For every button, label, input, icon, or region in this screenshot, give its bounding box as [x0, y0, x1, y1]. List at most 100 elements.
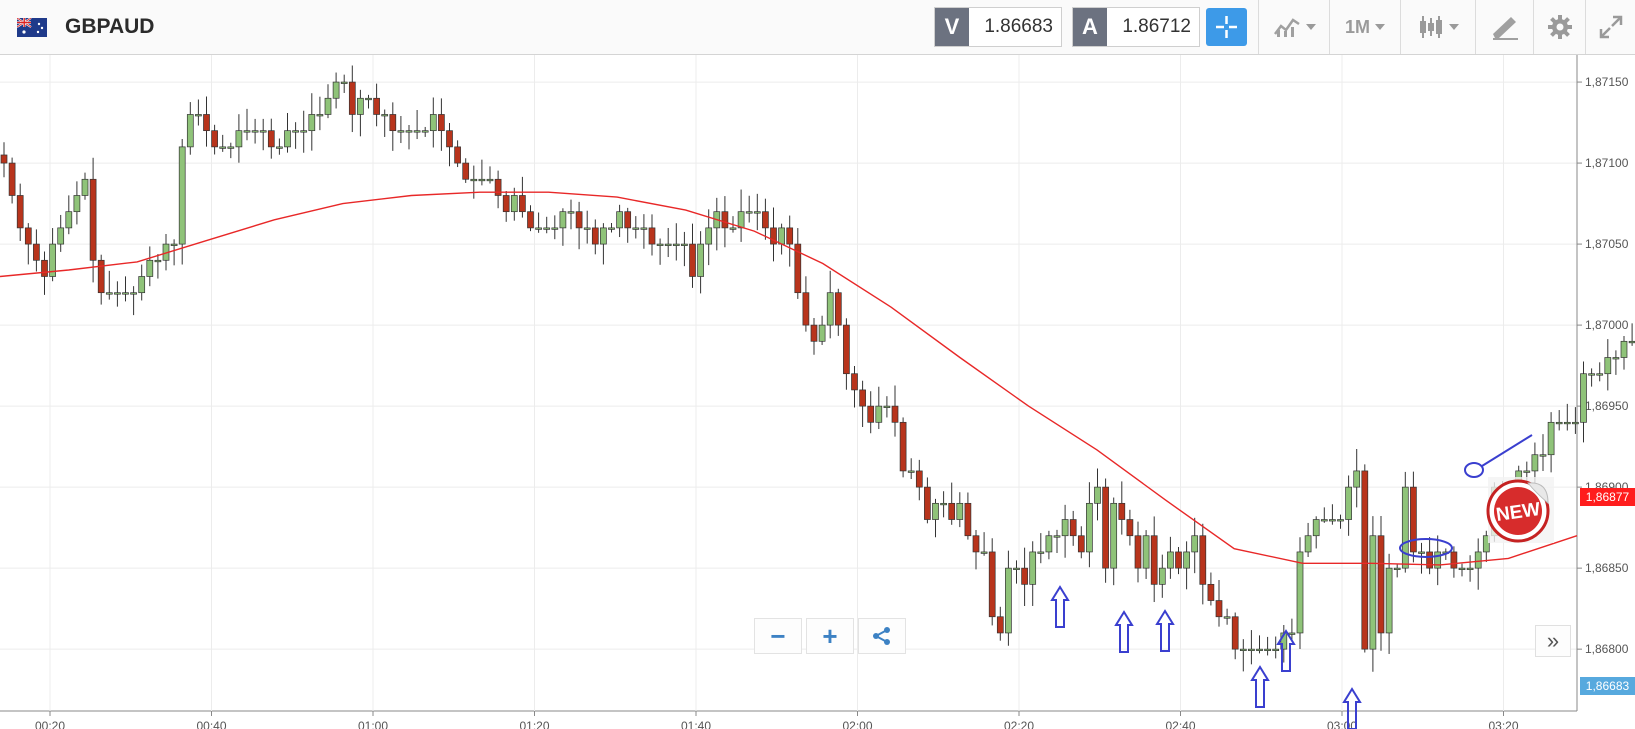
candle-body: [1207, 583, 1215, 601]
up-arrow-icon: [1276, 629, 1296, 672]
price-chart[interactable]: 1,871501,871001,870501,870001,869501,869…: [0, 55, 1635, 729]
buy-price: 1.86712: [1122, 16, 1191, 37]
candle-body: [340, 81, 348, 84]
candle-body: [49, 243, 56, 277]
candle-body: [1102, 486, 1109, 569]
chevron-down-icon: [1375, 24, 1385, 30]
candle-body: [1337, 519, 1344, 522]
chart-style-dropdown[interactable]: [1258, 0, 1329, 54]
zoom-in-button[interactable]: +: [806, 618, 854, 654]
candle-body: [770, 227, 777, 245]
instrument-symbol: GBPAUD: [65, 15, 155, 38]
candle-body: [899, 421, 907, 472]
buy-price-button[interactable]: A 1.86712: [1072, 7, 1200, 47]
candle-body: [1531, 454, 1539, 472]
candle-body: [1094, 486, 1101, 504]
candle-body: [1523, 470, 1531, 473]
candle-body: [1134, 535, 1142, 569]
candlestick-series: [0, 65, 1635, 672]
candle-body: [478, 178, 486, 182]
candle-body: [267, 130, 275, 148]
candle-body: [1239, 648, 1247, 652]
candle-body: [510, 195, 518, 213]
candle-body: [1256, 648, 1263, 652]
candle-body: [1410, 486, 1417, 553]
candle-body: [389, 114, 397, 132]
fullscreen-icon: [1599, 15, 1623, 39]
candle-body: [1474, 551, 1482, 569]
candle-body: [729, 227, 737, 230]
candle-body: [672, 243, 680, 246]
candle-body: [292, 130, 299, 133]
chart-style-icon: [1273, 18, 1300, 37]
candle-body: [1572, 421, 1579, 425]
candle-body: [737, 211, 745, 229]
candle-body: [1539, 454, 1547, 457]
uk-australia-flag-icon: [17, 18, 47, 37]
candle-body: [1264, 648, 1271, 652]
candle-body: [834, 292, 842, 326]
candle-body: [276, 146, 283, 149]
timeframe-dropdown[interactable]: 1M: [1329, 0, 1400, 54]
x-tick-label: 02:00: [842, 719, 872, 729]
candle-body: [1126, 519, 1134, 537]
toolbar: GBPAUD V 1.86683 A 1.86712 1M: [0, 0, 1635, 55]
candle-body: [1369, 535, 1377, 650]
candle-body: [1628, 340, 1635, 344]
double-chevron-right-icon: »: [1546, 628, 1560, 653]
up-arrow-icon: [1250, 665, 1270, 708]
share-icon: [873, 627, 890, 645]
candle-body: [705, 227, 713, 245]
candle-body: [1223, 616, 1231, 619]
candle-body: [964, 502, 972, 537]
candle-body: [146, 259, 154, 277]
up-arrow-icon: [1342, 687, 1362, 729]
candle-body: [462, 162, 470, 180]
candle-body: [1037, 551, 1045, 554]
candle-body: [1045, 535, 1053, 553]
candle-body: [429, 114, 437, 132]
candlestick-icon: [1419, 16, 1442, 38]
candle-body: [1005, 567, 1012, 634]
candle-body: [130, 292, 137, 295]
candle-body: [851, 373, 858, 391]
candle-body: [1320, 519, 1328, 522]
candle-body: [397, 130, 405, 133]
candle-type-dropdown[interactable]: [1400, 0, 1475, 54]
candle-body: [1580, 373, 1587, 423]
candle-body: [446, 130, 453, 148]
candle-body: [1199, 535, 1207, 585]
share-button[interactable]: [858, 618, 906, 654]
candle-body: [1029, 551, 1037, 585]
candle-body: [575, 211, 583, 229]
candle-body: [105, 292, 113, 295]
settings-button[interactable]: [1533, 0, 1585, 54]
candle-body: [1466, 567, 1474, 570]
candle-body: [211, 130, 218, 148]
fullscreen-button[interactable]: [1585, 0, 1635, 54]
candle-body: [284, 130, 291, 148]
candle-body: [1353, 470, 1361, 488]
candle-body: [745, 211, 753, 214]
crosshair-button[interactable]: [1206, 8, 1247, 46]
candle-body: [1426, 551, 1433, 569]
candle-body: [1418, 551, 1425, 554]
scroll-to-latest-button[interactable]: »: [1535, 625, 1571, 657]
candle-body: [24, 227, 32, 245]
candle-body: [1620, 340, 1628, 358]
candle-body: [170, 243, 178, 246]
candle-body: [681, 243, 688, 246]
candle-body: [494, 178, 502, 196]
chevron-down-icon: [1448, 24, 1459, 30]
candle-body: [1482, 535, 1490, 553]
candle-body: [81, 178, 89, 196]
zoom-out-button[interactable]: −: [754, 618, 802, 654]
draw-icon: [1492, 17, 1518, 40]
candle-body: [1150, 535, 1158, 585]
draw-tools-button[interactable]: [1475, 0, 1533, 54]
candle-body: [65, 211, 73, 229]
sell-price-button[interactable]: V 1.86683: [934, 7, 1062, 47]
candle-body: [243, 130, 251, 133]
sell-tag: V: [935, 8, 969, 46]
candle-body: [486, 178, 494, 182]
